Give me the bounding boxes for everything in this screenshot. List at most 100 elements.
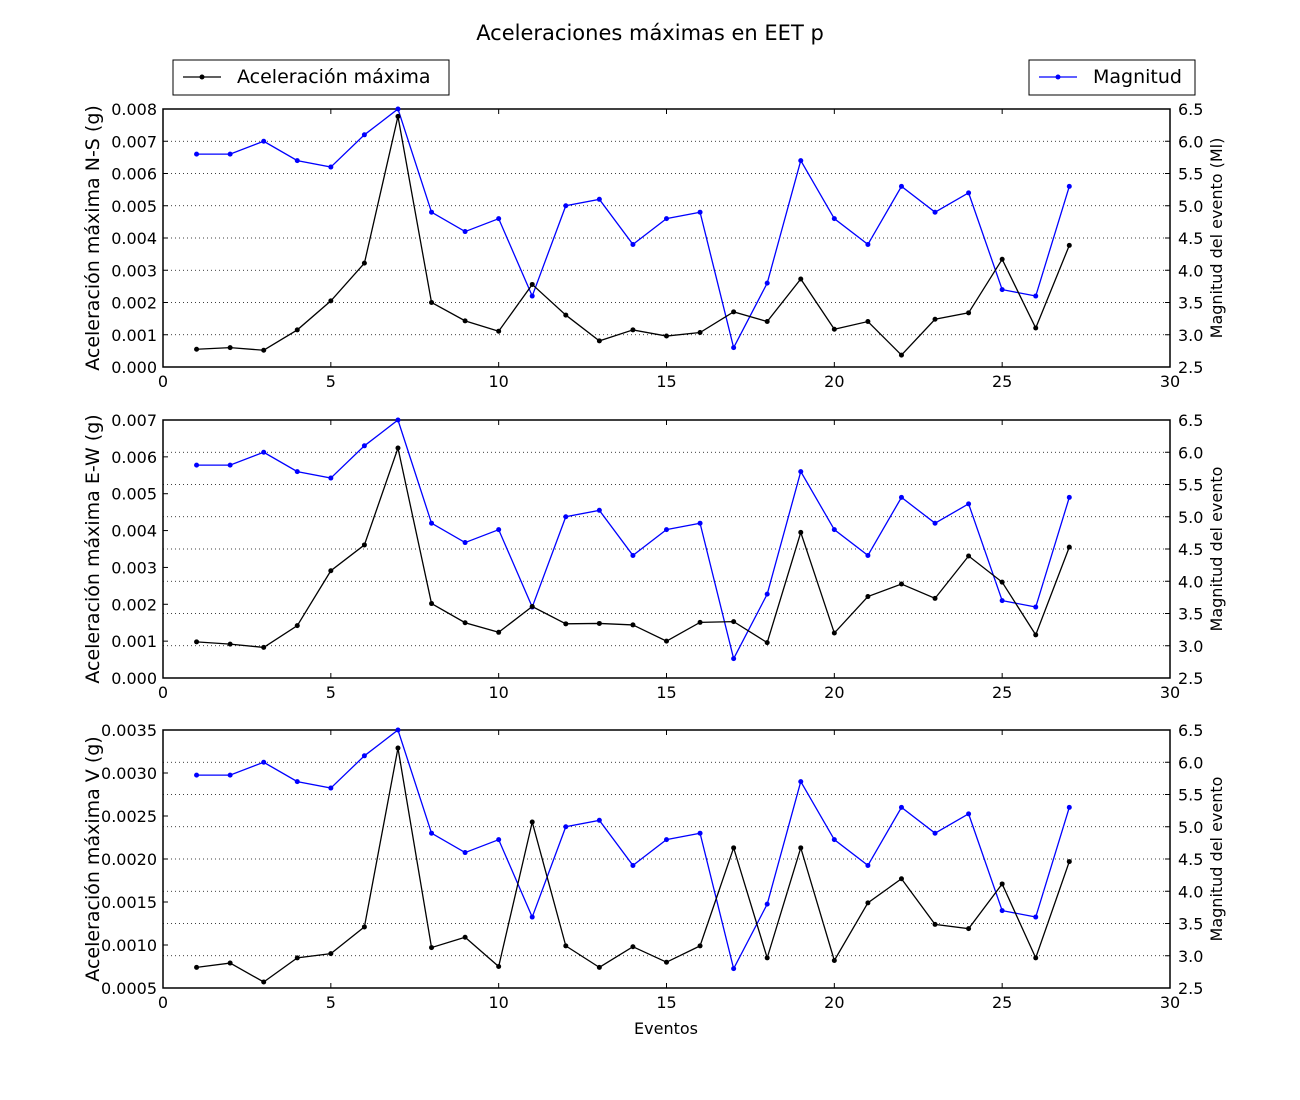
x-tick-label: 0 bbox=[158, 993, 168, 1012]
x-tick-label: 15 bbox=[656, 372, 676, 391]
acceleration-point bbox=[361, 924, 367, 930]
magnitude-point bbox=[361, 132, 367, 138]
acceleration-point bbox=[898, 876, 904, 882]
magnitude-point bbox=[831, 837, 837, 843]
acceleration-point bbox=[261, 644, 267, 650]
acceleration-point bbox=[999, 881, 1005, 887]
magnitude-point bbox=[1066, 494, 1072, 500]
magnitude-point bbox=[194, 772, 200, 778]
magnitude-point bbox=[798, 158, 804, 164]
magnitude-point bbox=[697, 830, 703, 836]
magnitude-point bbox=[999, 287, 1005, 293]
magnitude-point bbox=[966, 190, 972, 196]
magnitude-point bbox=[294, 779, 300, 785]
y-tick-label-right: 5.5 bbox=[1178, 476, 1203, 495]
magnitude-point bbox=[1033, 293, 1039, 299]
magnitude-point bbox=[395, 417, 401, 423]
magnitude-point bbox=[865, 552, 871, 558]
magnitude-point bbox=[261, 138, 267, 144]
legend-aceleracion-marker bbox=[199, 74, 205, 80]
y-tick-label-right: 2.5 bbox=[1178, 979, 1203, 998]
magnitude-point bbox=[664, 837, 669, 843]
acceleration-point bbox=[227, 960, 233, 966]
acceleration-point bbox=[429, 300, 435, 305]
x-tick-label: 15 bbox=[656, 993, 676, 1012]
acceleration-point bbox=[798, 529, 804, 535]
acceleration-point bbox=[764, 640, 770, 646]
magnitude-point bbox=[194, 151, 200, 157]
y-tick-label-left: 0.0035 bbox=[101, 721, 157, 740]
magnitude-point bbox=[731, 656, 737, 662]
x-tick-label: 20 bbox=[824, 372, 844, 391]
y-tick-label-left: 0.006 bbox=[111, 448, 157, 467]
y-tick-label-left: 0.0020 bbox=[101, 850, 157, 869]
y-tick-label-left: 0.004 bbox=[111, 229, 157, 248]
acceleration-point bbox=[865, 319, 871, 325]
y-tick-label-right: 2.5 bbox=[1178, 669, 1203, 688]
acceleration-point bbox=[966, 553, 972, 559]
magnitude-point bbox=[529, 914, 535, 920]
magnitude-point bbox=[764, 280, 770, 286]
acceleration-point bbox=[496, 328, 502, 334]
y-tick-label-left: 0.000 bbox=[111, 358, 157, 377]
panel-1: 0 5 10 15 20 25 30 0.000 0.001 0.002 0.003 0.004 0.0… bbox=[82, 100, 1226, 391]
acceleration-point bbox=[194, 639, 200, 645]
magnitude-point bbox=[462, 540, 468, 546]
x-tick-label: 20 bbox=[824, 683, 844, 702]
acceleration-point bbox=[529, 281, 535, 287]
magnitude-point bbox=[697, 209, 703, 215]
magnitude-point bbox=[630, 552, 636, 558]
panel-2: 0 5 10 15 20 25 30 0.000 0.001 0.002 0.003 0.004 0.0… bbox=[82, 411, 1226, 702]
magnitude-point bbox=[596, 507, 602, 513]
acceleration-point bbox=[697, 943, 703, 949]
magnitude-point bbox=[462, 229, 468, 235]
y-tick-label-left: 0.0025 bbox=[101, 807, 157, 826]
y-tick-label-right: 4.0 bbox=[1178, 261, 1203, 280]
acceleration-point bbox=[999, 256, 1005, 262]
y-tick-label-right: 3.5 bbox=[1178, 294, 1203, 313]
y-tick-label-left: 0.005 bbox=[111, 197, 157, 216]
magnitude-point bbox=[664, 216, 669, 222]
y-tick-label-left: 0.0005 bbox=[101, 979, 157, 998]
y-tick-label-right: 6.5 bbox=[1178, 721, 1203, 740]
acceleration-point bbox=[328, 298, 334, 304]
magnitude-point bbox=[563, 824, 569, 830]
acceleration-point bbox=[429, 601, 435, 607]
y-tick-label-right: 5.5 bbox=[1178, 165, 1203, 184]
acceleration-point bbox=[1066, 242, 1072, 248]
magnitude-point bbox=[831, 216, 837, 222]
magnitude-point bbox=[764, 591, 770, 597]
x-tick-label: 30 bbox=[1160, 683, 1180, 702]
magnitude-point bbox=[966, 811, 972, 817]
y-tick-label-right: 4.0 bbox=[1178, 572, 1203, 591]
magnitude-point bbox=[865, 241, 871, 247]
y-tick-label-left: 0.007 bbox=[111, 411, 157, 430]
acceleration-point bbox=[429, 945, 435, 951]
magnitude-point bbox=[898, 804, 904, 810]
y-tick-label-right: 6.0 bbox=[1178, 443, 1203, 462]
y-tick-label-right: 6.5 bbox=[1178, 411, 1203, 430]
magnitude-point bbox=[764, 901, 770, 907]
y-tick-label-left: 0.006 bbox=[111, 165, 157, 184]
y-tick-label-left: 0.0015 bbox=[101, 893, 157, 912]
acceleration-point bbox=[731, 309, 737, 315]
acceleration-point bbox=[496, 629, 502, 635]
y-tick-label-left: 0.001 bbox=[111, 326, 157, 345]
y-tick-label-left: 0.000 bbox=[111, 669, 157, 688]
magnitude-point bbox=[294, 469, 300, 475]
acceleration-point bbox=[664, 959, 669, 965]
magnitude-point bbox=[462, 850, 468, 856]
legend-aceleracion: Aceleración máxima bbox=[172, 59, 450, 96]
magnitude-point bbox=[1033, 604, 1039, 610]
magnitude-point bbox=[429, 520, 435, 526]
acceleration-point bbox=[764, 319, 770, 325]
magnitude-point bbox=[429, 209, 435, 215]
y-axis-label-left: Aceleración máxima V (g) bbox=[82, 736, 104, 981]
acceleration-point bbox=[697, 619, 703, 625]
y-tick-label-left: 0.002 bbox=[111, 294, 157, 313]
acceleration-point bbox=[999, 579, 1005, 585]
acceleration-point bbox=[294, 327, 300, 333]
panels: 0 5 10 15 20 25 30 0.000 0.001 0.002 0.003 0.004 0.0… bbox=[82, 100, 1226, 1012]
